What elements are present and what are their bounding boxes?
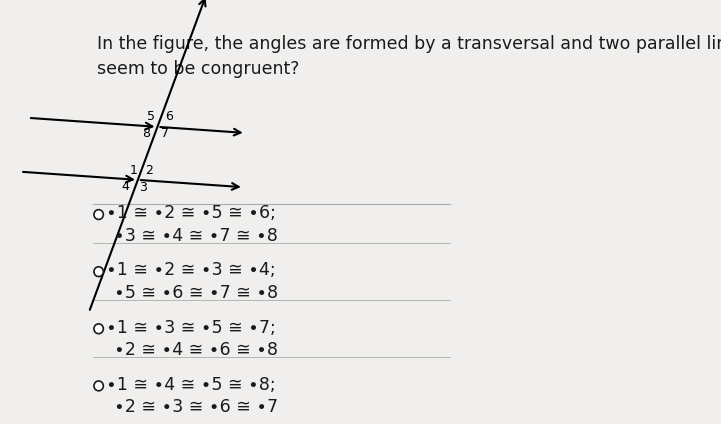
- Text: 8: 8: [143, 127, 151, 140]
- Text: ∙2 ≅ ∙3 ≅ ∙6 ≅ ∙7: ∙2 ≅ ∙3 ≅ ∙6 ≅ ∙7: [115, 398, 278, 416]
- Text: ∙1 ≅ ∙2 ≅ ∙5 ≅ ∙6;: ∙1 ≅ ∙2 ≅ ∙5 ≅ ∙6;: [107, 204, 276, 222]
- Text: ∙3 ≅ ∙4 ≅ ∙7 ≅ ∙8: ∙3 ≅ ∙4 ≅ ∙7 ≅ ∙8: [115, 227, 278, 245]
- Text: In the figure, the angles are formed by a transversal and two parallel lines. Wh: In the figure, the angles are formed by …: [97, 35, 721, 78]
- Text: 4: 4: [122, 180, 130, 193]
- Text: 3: 3: [139, 181, 147, 194]
- Circle shape: [94, 324, 103, 334]
- Circle shape: [94, 209, 103, 220]
- Text: ∙5 ≅ ∙6 ≅ ∙7 ≅ ∙8: ∙5 ≅ ∙6 ≅ ∙7 ≅ ∙8: [115, 284, 278, 302]
- Circle shape: [94, 381, 103, 391]
- Text: ∙1 ≅ ∙3 ≅ ∙5 ≅ ∙7;: ∙1 ≅ ∙3 ≅ ∙5 ≅ ∙7;: [107, 318, 276, 337]
- Text: 1: 1: [130, 164, 138, 177]
- Text: ∙1 ≅ ∙2 ≅ ∙3 ≅ ∙4;: ∙1 ≅ ∙2 ≅ ∙3 ≅ ∙4;: [107, 262, 276, 279]
- Text: 2: 2: [145, 164, 153, 177]
- Text: 6: 6: [166, 110, 174, 123]
- Text: 7: 7: [161, 127, 169, 140]
- Circle shape: [94, 267, 103, 276]
- Text: 5: 5: [147, 110, 155, 123]
- Text: ∙1 ≅ ∙4 ≅ ∙5 ≅ ∙8;: ∙1 ≅ ∙4 ≅ ∙5 ≅ ∙8;: [107, 376, 276, 394]
- Text: ∙2 ≅ ∙4 ≅ ∙6 ≅ ∙8: ∙2 ≅ ∙4 ≅ ∙6 ≅ ∙8: [115, 341, 278, 359]
